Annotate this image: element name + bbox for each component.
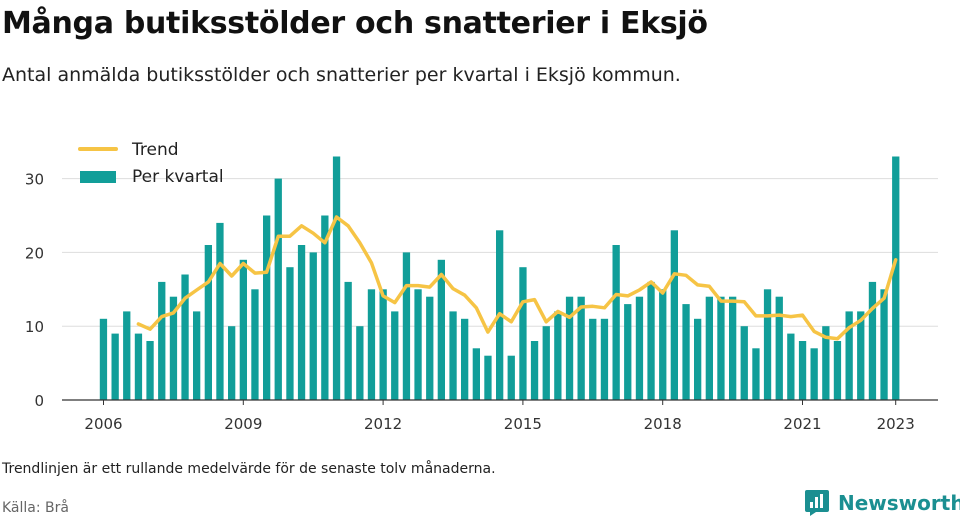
bar-2022Q2: [857, 311, 865, 400]
bar-2010Q3: [309, 252, 317, 400]
bar-2014Q1: [472, 348, 480, 400]
bar-2015Q3: [542, 326, 550, 400]
bar-2014Q2: [484, 355, 492, 400]
x-tick-label: 2023: [877, 415, 915, 433]
bar-2018Q4: [694, 318, 702, 400]
bar-2012Q4: [414, 289, 422, 400]
bar-2015Q4: [554, 311, 562, 400]
y-tick-label: 20: [25, 244, 44, 262]
bar-2009Q3: [263, 215, 271, 400]
bar-2021Q4: [833, 341, 842, 400]
bar-2015Q2: [530, 341, 539, 400]
bar-2012Q3: [402, 252, 411, 400]
bar-2018Q3: [682, 304, 690, 400]
bar-2011Q2: [344, 281, 352, 400]
bar-2008Q2: [204, 245, 212, 400]
bar-2013Q3: [449, 311, 457, 400]
bar-2010Q4: [321, 215, 329, 400]
bar-2021Q1: [798, 341, 807, 400]
y-tick-label: 0: [34, 392, 44, 410]
x-tick-label: 2015: [504, 415, 542, 433]
bar-2020Q4: [787, 333, 795, 400]
legend-label-trend: Trend: [131, 140, 179, 160]
newsworthy-logo-icon: [805, 490, 829, 516]
bar-2020Q2: [763, 289, 772, 400]
bar-2023Q1: [892, 156, 900, 400]
bar-2022Q3: [868, 281, 877, 400]
chart: 0 10 20 30 2006 2009 2012 2015 2018 2021 2023 Tre…: [25, 140, 938, 433]
bar-2006Q1: [99, 318, 108, 400]
bar-2022Q1: [845, 311, 853, 400]
x-tick-label: 2021: [783, 415, 821, 433]
bar-2017Q2: [624, 304, 632, 400]
bar-2008Q4: [228, 326, 236, 400]
bar-2007Q1: [146, 341, 154, 400]
bar-2006Q4: [134, 333, 143, 400]
bar-2007Q4: [181, 274, 189, 400]
bar-2019Q4: [740, 326, 748, 400]
bar-layer: [99, 156, 900, 400]
bar-2013Q1: [426, 296, 434, 400]
bar-2012Q1: [379, 289, 387, 400]
bar-2016Q1: [565, 296, 574, 400]
bar-2006Q2: [111, 333, 119, 400]
trend-layer: [136, 215, 898, 341]
bar-2014Q4: [507, 355, 515, 400]
bar-2008Q1: [193, 311, 201, 400]
x-tick-label: 2006: [84, 415, 122, 433]
bar-2016Q2: [577, 296, 585, 400]
x-tick-label: 2009: [224, 415, 262, 433]
bar-2017Q3: [635, 296, 644, 400]
bar-2016Q3: [589, 318, 597, 400]
bar-2017Q1: [612, 245, 620, 400]
bar-2011Q3: [356, 326, 364, 400]
bar-2013Q2: [437, 259, 445, 400]
bar-2009Q4: [274, 178, 282, 400]
bar-2007Q2: [158, 281, 166, 400]
legend-swatch-bars: [80, 171, 116, 183]
bar-2010Q2: [297, 245, 306, 400]
bar-2008Q3: [216, 222, 224, 400]
source: Källa: Brå: [2, 500, 69, 516]
trend-line: [136, 215, 898, 341]
brand[interactable]: Newsworthy: [804, 489, 960, 517]
bar-2016Q4: [600, 318, 609, 400]
x-tick-label: 2012: [364, 415, 402, 433]
bar-2019Q3: [729, 296, 737, 400]
y-tick-label: 30: [25, 171, 44, 189]
bar-2020Q1: [752, 348, 760, 400]
bar-2011Q1: [332, 156, 341, 400]
footnote: Trendlinjen är ett rullande medelvärde f…: [2, 461, 496, 477]
bar-2009Q2: [251, 289, 259, 400]
bar-2006Q3: [123, 311, 131, 400]
bar-2010Q1: [286, 267, 294, 400]
page-title: Många butiksstölder och snatterier i Eks…: [2, 6, 708, 41]
bar-2015Q1: [519, 267, 527, 400]
bar-2012Q2: [391, 311, 399, 400]
bar-2018Q2: [670, 230, 678, 400]
y-tick-label: 10: [25, 318, 44, 336]
bar-2021Q3: [822, 326, 830, 400]
bar-2022Q4: [880, 289, 888, 400]
bar-2013Q4: [461, 318, 469, 400]
legend-label-bars: Per kvartal: [132, 167, 224, 187]
bar-2018Q1: [659, 289, 667, 400]
bar-2020Q3: [775, 296, 783, 400]
bar-2019Q2: [717, 296, 725, 400]
bar-2009Q1: [239, 259, 247, 400]
x-tick-label: 2018: [644, 415, 682, 433]
legend: Trend Per kvartal: [78, 140, 224, 187]
brand-name: Newsworthy: [838, 491, 960, 515]
bar-2007Q3: [169, 296, 178, 400]
bar-2019Q1: [705, 296, 713, 400]
bar-2017Q4: [647, 281, 655, 400]
page-subtitle: Antal anmälda butiksstölder och snatteri…: [2, 64, 681, 86]
axis-layer: 2006 2009 2012 2015 2018 2021 2023: [62, 399, 938, 433]
bar-2011Q4: [367, 289, 376, 400]
bar-2021Q2: [810, 348, 818, 400]
